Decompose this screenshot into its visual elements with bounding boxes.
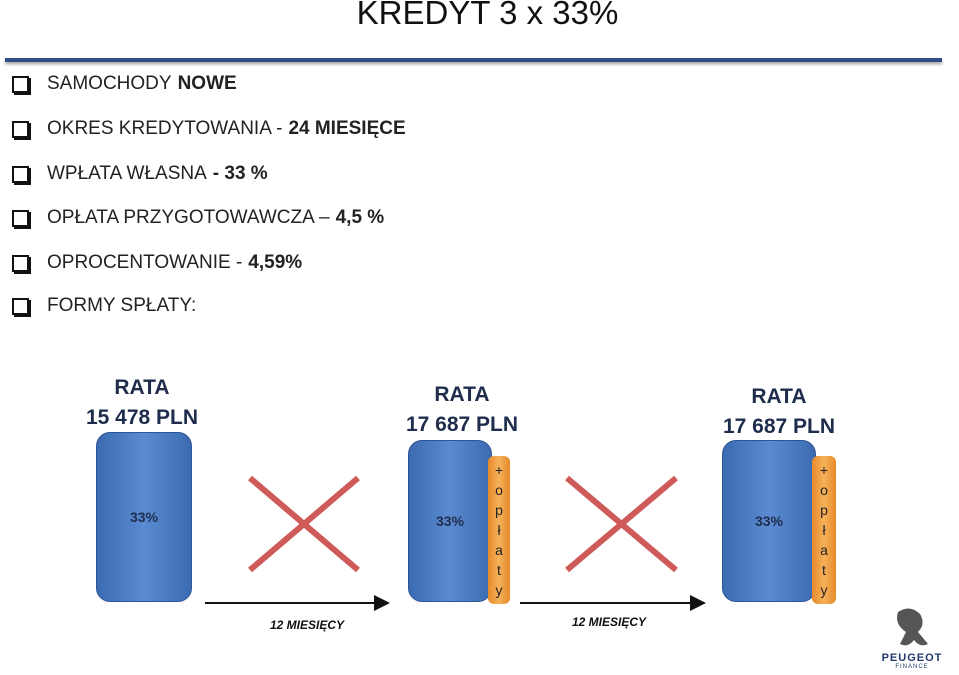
- title-rule: [5, 58, 942, 62]
- fee-letter: y: [495, 582, 503, 598]
- fee-letter: p: [820, 502, 828, 518]
- checkbox: [12, 209, 29, 227]
- logo-sub: FINANCE: [895, 664, 929, 670]
- fee-letter: ł: [497, 522, 501, 538]
- bullet: SAMOCHODY NOWE: [12, 73, 237, 95]
- fee-letter: ł: [822, 522, 826, 538]
- checkbox: [12, 75, 29, 93]
- bullet-text: SAMOCHODY: [47, 73, 172, 94]
- fee-letter: o: [495, 482, 503, 498]
- checkbox: [12, 297, 29, 315]
- period-label: 12 MIESIĘCY: [572, 615, 647, 629]
- bullet-bold: 4,59%: [248, 252, 303, 273]
- payment-amount: 17 687 PLN: [405, 413, 519, 436]
- fee-letter: +: [494, 462, 504, 478]
- payment-label: RATA: [434, 383, 490, 406]
- fee-letter: t: [497, 562, 501, 578]
- payment-label: RATA: [114, 376, 170, 399]
- fee-letter: a: [820, 542, 828, 558]
- bullet: OKRES KREDYTOWANIA -24 MIESIĘCE: [12, 118, 406, 140]
- bullet-bold: 24 MIESIĘCE: [288, 118, 406, 139]
- bullet: OPROCENTOWANIE -4,59%: [12, 252, 302, 274]
- checkbox: [12, 120, 29, 138]
- fee-bar: + o p ł a t y: [488, 456, 510, 604]
- bullet-bold: - 33 %: [212, 163, 268, 184]
- logo-brand: PEUGEOT: [881, 652, 943, 664]
- period-label: 12 MIESIĘCY: [270, 618, 345, 632]
- payment-amount: 17 687 PLN: [722, 415, 836, 438]
- checkbox: [12, 254, 29, 272]
- bullet-text: OPROCENTOWANIE -: [47, 252, 243, 273]
- bullet-text: WPŁATA WŁASNA: [47, 163, 207, 184]
- payment-box: 33%: [722, 440, 816, 602]
- fee-bar: + o p ł a t y: [812, 456, 836, 604]
- cross: [248, 475, 360, 573]
- fee-letter: t: [822, 562, 826, 578]
- payment-box: 33%: [96, 432, 192, 602]
- payment-label: RATA: [751, 385, 807, 408]
- bullet: FORMY SPŁATY:: [12, 295, 196, 317]
- bullet: WPŁATA WŁASNA - 33 %: [12, 163, 268, 185]
- cross: [565, 475, 678, 573]
- bullet: OPŁATA PRZYGOTOWAWCZA –4,5 %: [12, 207, 384, 229]
- bullet-bold: NOWE: [177, 73, 237, 94]
- fee-letter: a: [495, 542, 503, 558]
- fee-letter: o: [820, 482, 828, 498]
- logo-lion: [897, 608, 928, 646]
- fee-letter: +: [819, 462, 829, 478]
- bullet-text: FORMY SPŁATY:: [47, 295, 197, 316]
- fee-letter: y: [820, 582, 828, 598]
- title: KREDYT 3 x 33%: [356, 0, 619, 31]
- bullet-text: OKRES KREDYTOWANIA -: [47, 118, 283, 139]
- bullet-bold: 4,5 %: [335, 207, 385, 228]
- fee-letter: p: [495, 502, 503, 518]
- payment-amount: 15 478 PLN: [85, 406, 199, 429]
- checkbox: [12, 165, 29, 183]
- bullet-text: OPŁATA PRZYGOTOWAWCZA –: [47, 207, 330, 228]
